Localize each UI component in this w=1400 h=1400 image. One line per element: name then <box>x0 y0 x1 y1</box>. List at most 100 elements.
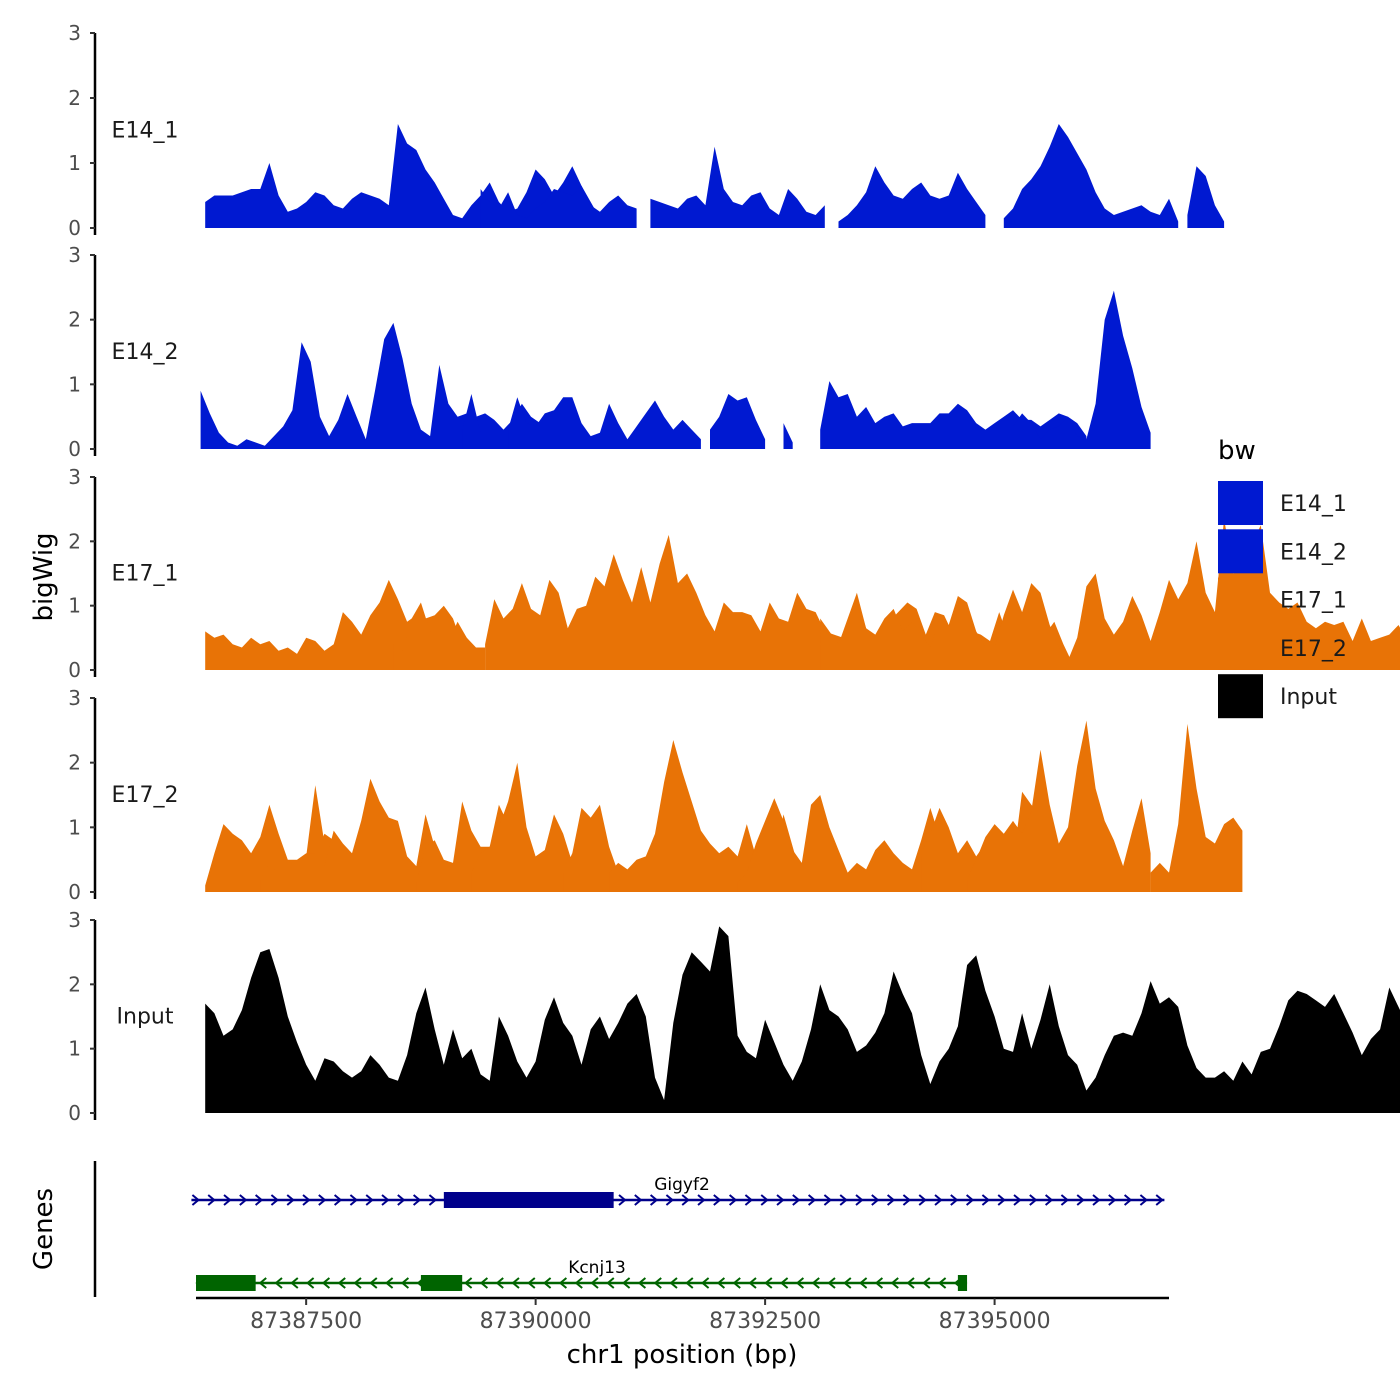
y-tick-label: 0 <box>68 658 81 682</box>
strand-arrow <box>634 1194 643 1206</box>
strand-arrow <box>681 1194 690 1206</box>
y-tick-label: 3 <box>68 21 81 45</box>
strand-arrow <box>385 1277 394 1289</box>
gene-Gigyf2: Gigyf2 <box>191 1175 1165 1208</box>
strand-arrow <box>349 1194 358 1206</box>
legend: bw E14_1 E14_2 E17_1 E17_2 Input <box>1218 436 1347 719</box>
strand-arrow <box>859 1277 868 1289</box>
legend-item: E17_1 <box>1218 577 1347 622</box>
strand-arrow <box>827 1277 836 1289</box>
track-label: E17_2 <box>112 783 179 808</box>
strand-arrow <box>776 1194 785 1206</box>
strand-arrow <box>965 1194 975 1206</box>
exon <box>196 1275 256 1291</box>
strand-arrow <box>337 1277 346 1289</box>
strand-arrow <box>1029 1194 1038 1206</box>
y-tick-label: 0 <box>68 437 81 461</box>
strand-arrow <box>792 1194 801 1206</box>
strand-arrow <box>306 1277 315 1289</box>
genes-panel: Gigyf2 Kcnj13 <box>93 1161 1165 1297</box>
strand-arrow <box>934 1194 943 1206</box>
track-E17_2: 0 1 2 3 E17_2 <box>68 686 1243 904</box>
y-tick-label: 2 <box>68 308 81 332</box>
y-tick-label: 2 <box>68 529 81 553</box>
y-tick-label: 2 <box>68 972 81 996</box>
strand-arrow <box>795 1277 805 1289</box>
legend-swatch <box>1218 577 1263 622</box>
coverage-area <box>462 394 490 449</box>
legend-swatch <box>1218 674 1263 719</box>
strand-arrow <box>871 1194 880 1206</box>
strand-arrow <box>839 1194 848 1206</box>
strand-arrow <box>464 1277 473 1289</box>
strand-arrow <box>1123 1194 1133 1206</box>
strand-arrow <box>353 1277 362 1289</box>
y-tick-label: 0 <box>68 1101 81 1125</box>
coverage-area <box>967 720 1151 892</box>
y-tick-label: 1 <box>68 594 81 618</box>
track-label: Input <box>117 1005 174 1030</box>
exon <box>957 1275 968 1291</box>
coverage-area <box>471 762 582 892</box>
coverage-area <box>838 166 986 228</box>
strand-arrow <box>732 1277 741 1289</box>
coverage-area <box>563 804 619 892</box>
coverage-area <box>200 322 577 449</box>
strand-arrow <box>653 1277 662 1289</box>
exon <box>420 1275 463 1291</box>
track-E14_2: 0 1 2 3 E14_2 <box>68 243 1151 461</box>
strand-arrow <box>1155 1194 1164 1206</box>
legend-label: E14_1 <box>1280 492 1347 517</box>
coverage-area <box>485 534 1073 670</box>
strand-arrow <box>669 1277 678 1289</box>
strand-arrow <box>618 1194 627 1206</box>
strand-arrow <box>1076 1194 1085 1206</box>
strand-arrow <box>1013 1194 1022 1206</box>
strand-arrow <box>906 1277 915 1289</box>
strand-arrow <box>938 1277 947 1289</box>
strand-arrow <box>590 1277 599 1289</box>
coverage-area <box>737 795 949 892</box>
x-tick-label: 87395000 <box>939 1309 1051 1334</box>
coverage-area <box>324 778 481 892</box>
strand-arrow <box>697 1194 706 1206</box>
strand-arrow <box>981 1194 990 1206</box>
legend-swatch <box>1218 481 1263 525</box>
strand-arrow <box>479 1277 489 1289</box>
y-tick-label: 3 <box>68 465 81 489</box>
coverage-area <box>205 124 600 228</box>
legend-items: E14_1 E14_2 E17_1 E17_2 Input <box>1218 481 1347 719</box>
strand-arrow <box>811 1277 820 1289</box>
strand-arrow <box>397 1194 406 1206</box>
y-tick-label: 3 <box>68 243 81 267</box>
track-label: E14_2 <box>112 340 179 365</box>
strand-arrow <box>223 1194 232 1206</box>
strand-arrow <box>886 1194 896 1206</box>
strand-arrow <box>764 1277 773 1289</box>
gene-label: Kcnj13 <box>568 1258 626 1278</box>
strand-arrow <box>258 1277 267 1289</box>
strand-arrow <box>369 1277 378 1289</box>
gene-Kcnj13: Kcnj13 <box>195 1258 968 1291</box>
strand-arrow <box>728 1194 738 1206</box>
track-Input: 0 1 2 3 Input <box>68 908 1400 1125</box>
coverage-area <box>1150 723 1243 892</box>
strand-arrow <box>622 1277 631 1289</box>
strand-arrow <box>239 1194 248 1206</box>
strand-arrow <box>495 1277 504 1289</box>
legend-label: E14_2 <box>1280 540 1347 565</box>
strand-arrow <box>558 1277 568 1289</box>
coverage-area <box>1003 124 1179 228</box>
strand-arrow <box>365 1194 374 1206</box>
y-tick-label: 1 <box>68 1037 81 1061</box>
coverage-area <box>650 146 825 228</box>
strand-arrow <box>428 1194 437 1206</box>
legend-swatch <box>1218 625 1263 670</box>
strand-arrow <box>270 1194 279 1206</box>
y-tick-label: 2 <box>68 86 81 110</box>
legend-label: Input <box>1280 685 1337 710</box>
strand-arrow <box>874 1277 884 1289</box>
strand-arrow <box>823 1194 832 1206</box>
legend-label: E17_1 <box>1280 589 1347 614</box>
